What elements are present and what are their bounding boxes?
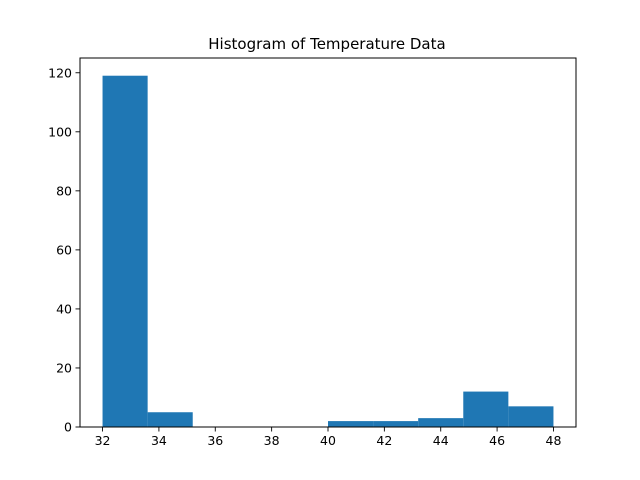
y-tick-label: 0 [64,420,72,435]
histogram-bar [147,412,193,427]
x-tick-label: 32 [95,433,111,448]
x-tick-label: 34 [151,433,167,448]
y-tick-label: 80 [56,183,72,198]
x-tick-label: 40 [320,433,336,448]
y-axis: 0 20 40 60 80 100 120 [48,65,80,435]
histogram-bar [463,391,509,427]
histogram-bar [373,421,419,427]
x-axis: 32 34 36 38 40 42 44 46 48 [95,427,562,448]
histogram-bar [102,75,148,427]
histogram-bar [508,406,554,427]
chart-title: Histogram of Temperature Data [208,35,445,53]
y-tick-label: 40 [56,301,72,316]
histogram-bar [328,421,374,427]
y-tick-label: 100 [48,124,72,139]
plot-area-frame [79,57,577,428]
histogram-bar [418,418,464,427]
x-tick-label: 42 [376,433,392,448]
y-tick-label: 20 [56,360,72,375]
y-tick-label: 60 [56,242,72,257]
histogram-bars [102,75,554,427]
x-tick-label: 46 [489,433,505,448]
x-tick-label: 48 [546,433,562,448]
x-tick-label: 36 [207,433,223,448]
x-tick-label: 44 [433,433,449,448]
y-tick-label: 120 [48,65,72,80]
x-tick-label: 38 [264,433,280,448]
